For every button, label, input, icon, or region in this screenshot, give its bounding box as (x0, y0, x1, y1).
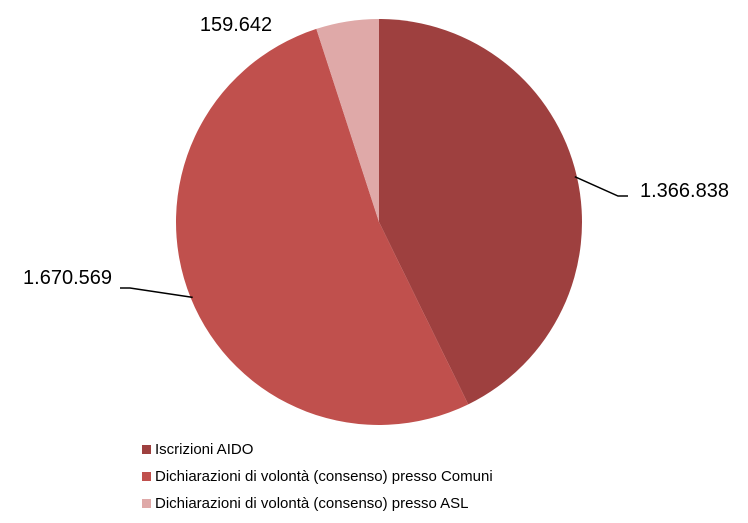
pie-slice-comuni (175, 28, 469, 425)
pie-slice-aido (379, 19, 582, 405)
pie-chart: 1.366.838 1.670.569 159.642 (23, 14, 729, 425)
legend-label: Dichiarazioni di volontà (consenso) pres… (155, 495, 469, 512)
data-label-aido: 1.366.838 (640, 180, 729, 202)
pie-slice-asl (316, 19, 379, 222)
legend-label: Iscrizioni AIDO (155, 441, 254, 458)
data-label-asl: 159.642 (200, 14, 272, 36)
legend-swatch (142, 472, 151, 481)
legend-swatch (142, 499, 151, 508)
legend-item-aido: Iscrizioni AIDO (142, 436, 493, 463)
legend-label: Dichiarazioni di volontà (consenso) pres… (155, 468, 493, 485)
legend-item-comuni: Dichiarazioni di volontà (consenso) pres… (142, 463, 493, 490)
legend: Iscrizioni AIDO Dichiarazioni di volontà… (142, 436, 493, 517)
legend-item-asl: Dichiarazioni di volontà (consenso) pres… (142, 490, 493, 517)
data-label-comuni: 1.670.569 (23, 267, 112, 289)
leader-line (120, 287, 193, 299)
legend-swatch (142, 445, 151, 454)
leader-line (574, 175, 628, 197)
